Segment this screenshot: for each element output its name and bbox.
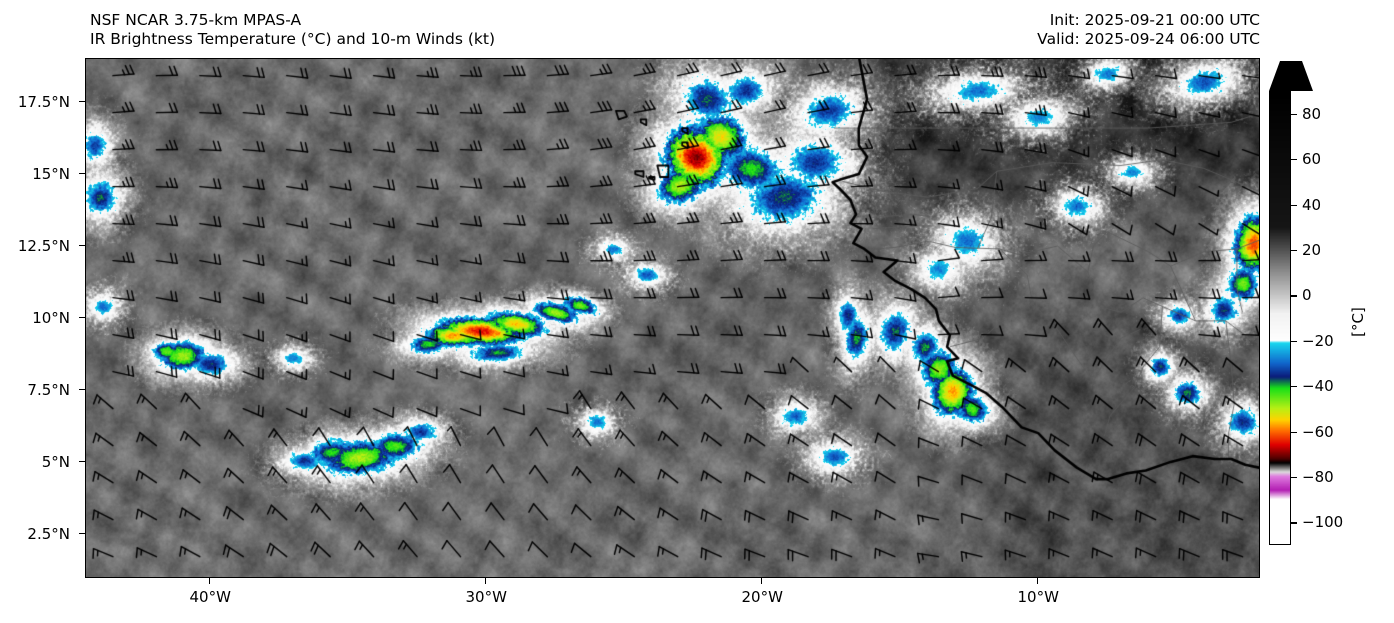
init-time-label: Init: 2025-09-21 00:00 UTC [1049, 11, 1260, 29]
latitude-tick-label: 17.5°N [17, 93, 70, 112]
latitude-tick-label: 7.5°N [27, 380, 70, 399]
ir-brightness-temperature-map [86, 59, 1259, 577]
colorbar-tick-label: 20 [1302, 240, 1322, 259]
valid-time-label: Valid: 2025-09-24 06:00 UTC [1037, 30, 1260, 48]
colorbar-tick-label: −60 [1302, 422, 1334, 441]
model-title: NSF NCAR 3.75-km MPAS-A [90, 11, 302, 29]
longitude-tick-label: 20°W [741, 588, 783, 606]
colorbar-tickmark [1291, 113, 1297, 115]
colorbar-gradient [1269, 91, 1291, 545]
colorbar-tick-label: 40 [1302, 195, 1322, 214]
colorbar-tick-label: −100 [1302, 513, 1344, 532]
colorbar-extend-max-arrow [1269, 61, 1313, 91]
colorbar-tick-label: 60 [1302, 150, 1322, 169]
colorbar-tickmark [1291, 340, 1297, 342]
longitude-tickmark [485, 578, 487, 584]
colorbar-tickmark [1291, 204, 1297, 206]
colorbar-tickmark [1291, 386, 1297, 388]
map-plot-area [85, 58, 1260, 578]
colorbar-tickmark [1291, 522, 1297, 524]
longitude-tickmark [761, 578, 763, 584]
colorbar-tick-label: 80 [1302, 104, 1322, 123]
colorbar-tick-label: −80 [1302, 467, 1334, 486]
latitude-axis: 2.5°N 5°N 7.5°N 10°N 12.5°N 15°N 17.5°N [0, 0, 78, 623]
colorbar-extend-min-arrow [1269, 545, 1313, 575]
colorbar-tickmark [1291, 159, 1297, 161]
figure-title-left: NSF NCAR 3.75-km MPAS-A IR Brightness Tem… [90, 11, 495, 49]
latitude-tickmark [79, 532, 85, 535]
colorbar-frame [1269, 91, 1291, 545]
latitude-tickmark [79, 101, 85, 103]
longitude-tick-label: 30°W [465, 588, 507, 606]
colorbar-tickmark [1291, 249, 1297, 252]
colorbar-tickmark [1291, 295, 1297, 297]
colorbar-axis-label: [°C] [1349, 307, 1367, 337]
latitude-tick-label: 10°N [32, 309, 70, 327]
latitude-tick-label: 12.5°N [17, 237, 70, 256]
latitude-tickmark [79, 173, 85, 175]
latitude-tickmark [79, 460, 85, 463]
field-title: IR Brightness Temperature (°C) and 10-m … [90, 30, 495, 48]
longitude-tick-label: 40°W [189, 588, 231, 606]
latitude-tickmark [79, 388, 85, 391]
latitude-tick-label: 5°N [41, 452, 70, 471]
longitude-tickmark [1037, 578, 1039, 584]
longitude-tickmark [209, 578, 211, 584]
latitude-tickmark [79, 245, 85, 247]
colorbar: 80 60 40 20 0 −20 −40 −60 −80 −100 [1269, 61, 1343, 575]
colorbar-tickmark [1291, 476, 1297, 479]
longitude-tick-label: 10°W [1017, 588, 1059, 606]
latitude-tick-label: 15°N [32, 165, 70, 184]
colorbar-tick-label: −20 [1302, 331, 1334, 350]
latitude-tickmark [79, 317, 85, 319]
colorbar-tickmark [1291, 431, 1297, 433]
figure-title-right: Init: 2025-09-21 00:00 UTC Valid: 2025-09… [1037, 11, 1260, 49]
colorbar-tick-label: 0 [1302, 286, 1312, 305]
colorbar-tick-label: −40 [1302, 377, 1334, 396]
latitude-tick-label: 2.5°N [27, 524, 70, 543]
